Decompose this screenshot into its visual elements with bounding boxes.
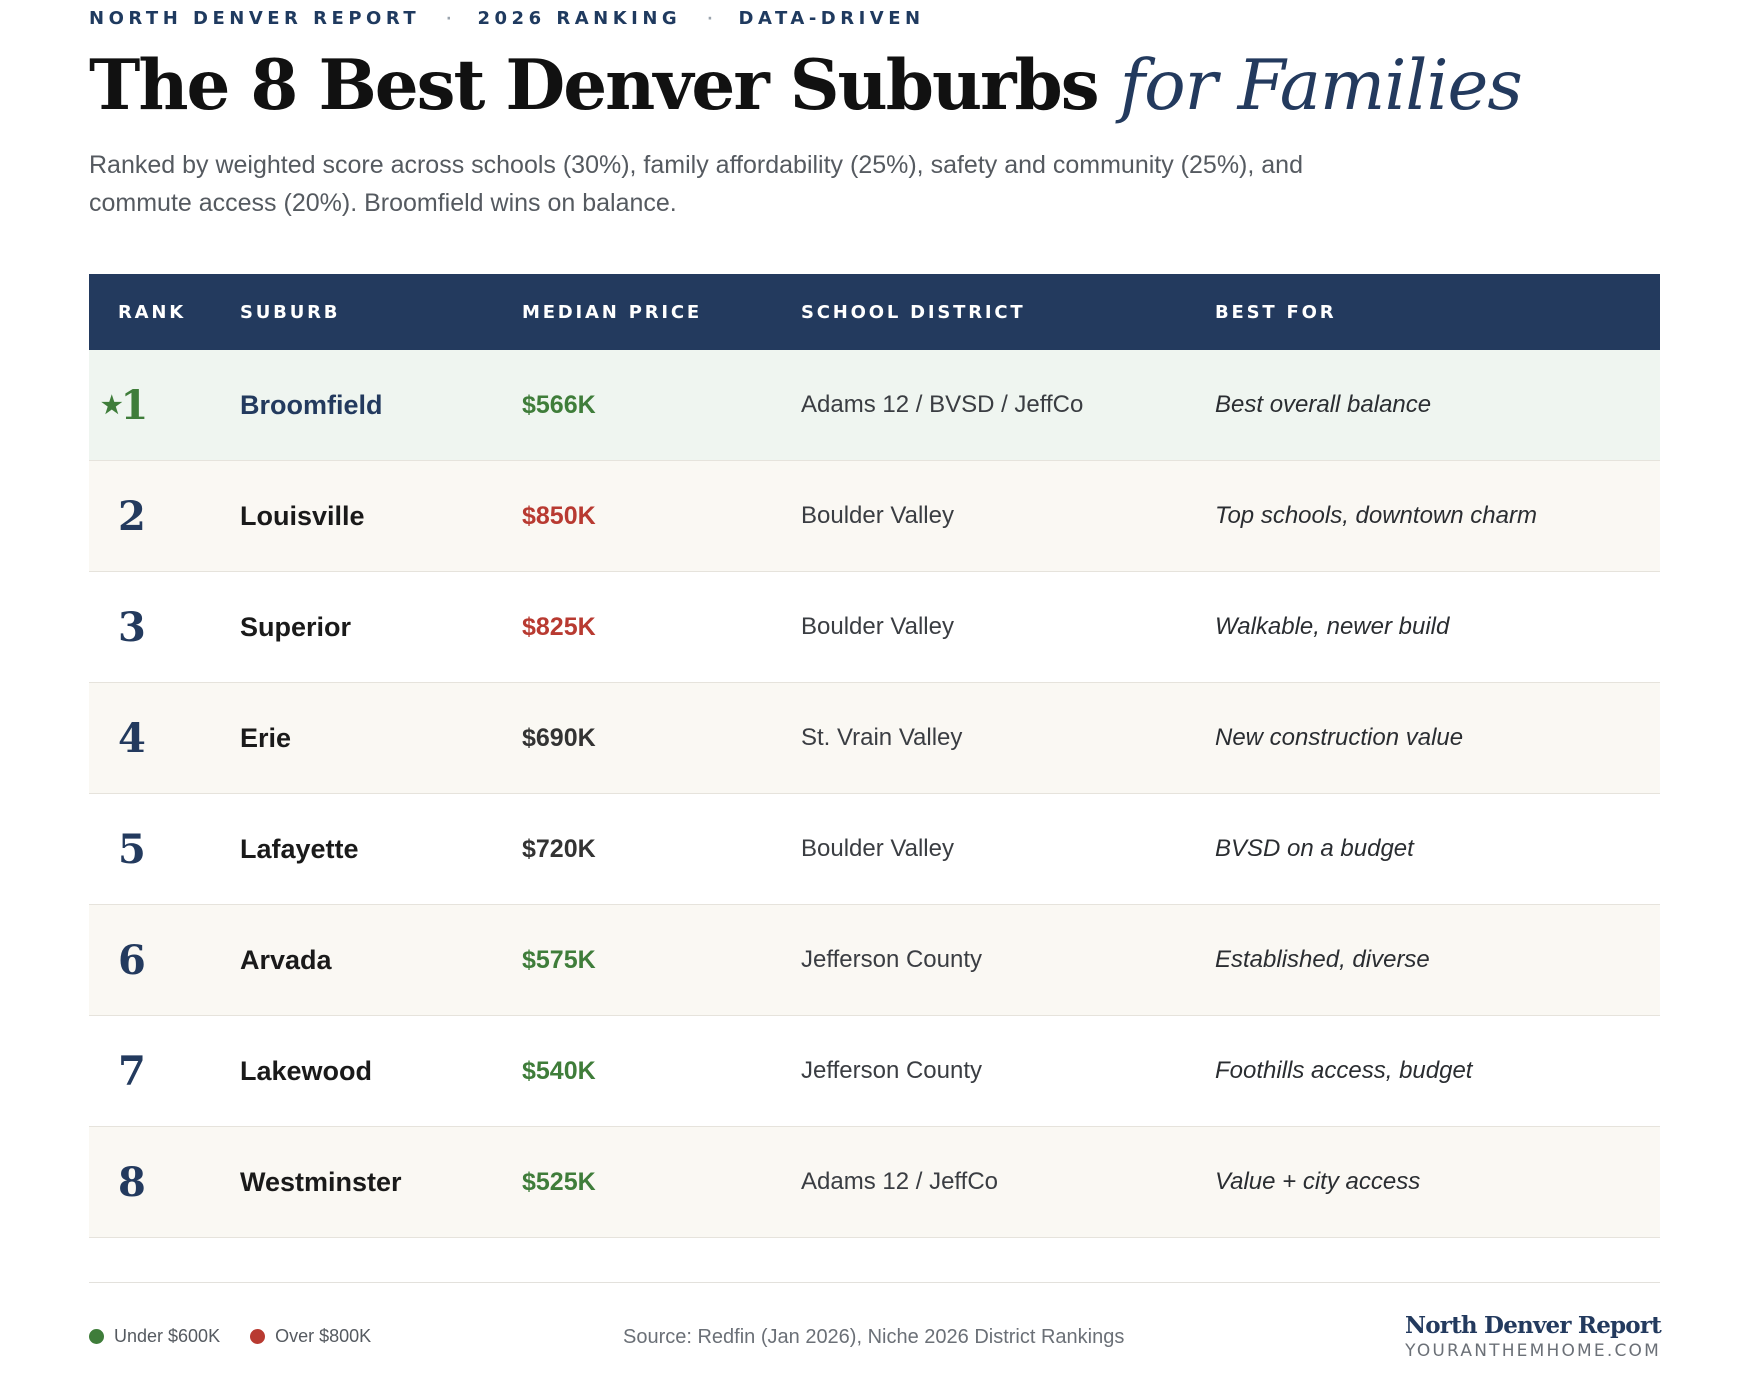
suburb-name: Lafayette bbox=[240, 833, 359, 864]
school-district: Adams 12 / BVSD / JeffCo bbox=[801, 391, 1084, 418]
rank-number: 8 bbox=[118, 1158, 146, 1206]
best-for: Top schools, downtown charm bbox=[1215, 502, 1537, 529]
rank-number: ★1 bbox=[101, 381, 149, 429]
rank-number: 4 bbox=[118, 714, 146, 762]
header-suburb: SUBURB bbox=[240, 301, 341, 323]
school-district: St. Vrain Valley bbox=[801, 724, 963, 751]
red-dot-icon bbox=[250, 1329, 266, 1344]
subtitle: Ranked by weighted score across schools … bbox=[89, 151, 1303, 217]
school-district: Boulder Valley bbox=[801, 613, 954, 640]
best-for: Best overall balance bbox=[1215, 391, 1432, 418]
rank-number: 6 bbox=[118, 936, 146, 984]
legend-over-label: Over $800K bbox=[275, 1326, 372, 1346]
suburb-name: Broomfield bbox=[240, 389, 383, 420]
suburb-name: Westminster bbox=[240, 1166, 402, 1197]
footer-divider bbox=[89, 1282, 1660, 1283]
school-district: Jefferson County bbox=[801, 946, 982, 973]
suburb-name: Lakewood bbox=[240, 1055, 373, 1086]
star-icon: ★ bbox=[101, 389, 123, 419]
table-row: 8 Westminster $525K Adams 12 / JeffCo Va… bbox=[89, 1127, 1660, 1238]
title-main: The 8 Best Denver Suburbs bbox=[89, 45, 1100, 126]
table-row: 7 Lakewood $540K Jefferson County Foothi… bbox=[89, 1016, 1660, 1127]
suburb-name: Erie bbox=[240, 722, 292, 753]
median-price: $566K bbox=[522, 390, 596, 419]
page-title: The 8 Best Denver Suburbs for Families bbox=[89, 45, 1523, 126]
header-best-for: BEST FOR bbox=[1215, 301, 1337, 323]
suburb-name: Arvada bbox=[240, 944, 332, 975]
brand-url[interactable]: YOURANTHEMHOME.COM bbox=[1405, 1341, 1661, 1361]
kicker-publication: NORTH DENVER REPORT bbox=[89, 8, 421, 29]
kicker-separator: · bbox=[446, 10, 452, 27]
best-for: BVSD on a budget bbox=[1215, 835, 1414, 862]
brand-block: North Denver Report YOURANTHEMHOME.COM bbox=[1405, 1312, 1662, 1361]
ranking-table: RANK SUBURB MEDIAN PRICE SCHOOL DISTRICT… bbox=[89, 274, 1660, 1238]
table-row: 3 Superior $825K Boulder Valley Walkable… bbox=[89, 572, 1660, 683]
best-for: New construction value bbox=[1215, 724, 1464, 751]
price-legend: Under $600K Over $800K bbox=[89, 1326, 401, 1347]
legend-under-label: Under $600K bbox=[114, 1326, 221, 1346]
title-accent: for Families bbox=[1119, 46, 1523, 126]
median-price: $525K bbox=[522, 1167, 596, 1196]
table-row: ★1 Broomfield $566K Adams 12 / BVSD / Je… bbox=[89, 350, 1660, 461]
legend-over: Over $800K bbox=[250, 1326, 371, 1347]
header-school-district: SCHOOL DISTRICT bbox=[801, 301, 1026, 323]
table-row: 4 Erie $690K St. Vrain Valley New constr… bbox=[89, 683, 1660, 794]
school-district: Jefferson County bbox=[801, 1057, 982, 1084]
kicker-separator: · bbox=[707, 10, 713, 27]
median-price: $850K bbox=[522, 501, 596, 530]
kicker-ranking: 2026 RANKING bbox=[477, 8, 682, 29]
rank-number: 7 bbox=[118, 1047, 146, 1095]
school-district: Boulder Valley bbox=[801, 502, 954, 529]
suburb-name: Louisville bbox=[240, 500, 365, 531]
median-price: $540K bbox=[522, 1056, 596, 1085]
header-rank: RANK bbox=[118, 301, 187, 323]
suburb-name: Superior bbox=[240, 611, 352, 642]
median-price: $690K bbox=[522, 723, 596, 752]
rank-number: 2 bbox=[118, 492, 146, 540]
source-note: Source: Redfin (Jan 2026), Niche 2026 Di… bbox=[623, 1326, 1125, 1348]
kicker: NORTH DENVER REPORT · 2026 RANKING · DAT… bbox=[89, 8, 925, 29]
brand-logo: North Denver Report bbox=[1405, 1312, 1662, 1339]
best-for: Foothills access, budget bbox=[1215, 1057, 1473, 1084]
median-price: $575K bbox=[522, 945, 596, 974]
header-median-price: MEDIAN PRICE bbox=[522, 301, 702, 323]
green-dot-icon bbox=[89, 1329, 104, 1344]
table-row: 2 Louisville $850K Boulder Valley Top sc… bbox=[89, 461, 1660, 572]
table-row: 6 Arvada $575K Jefferson County Establis… bbox=[89, 905, 1660, 1016]
median-price: $720K bbox=[522, 834, 596, 863]
school-district: Adams 12 / JeffCo bbox=[801, 1168, 998, 1195]
legend-under: Under $600K bbox=[89, 1326, 220, 1347]
rank-number: 3 bbox=[118, 603, 146, 651]
best-for: Established, diverse bbox=[1215, 946, 1430, 973]
median-price: $825K bbox=[522, 612, 596, 641]
rank-number: 5 bbox=[118, 825, 146, 873]
best-for: Value + city access bbox=[1215, 1168, 1421, 1195]
table-header: RANK SUBURB MEDIAN PRICE SCHOOL DISTRICT… bbox=[89, 274, 1660, 350]
school-district: Boulder Valley bbox=[801, 835, 954, 862]
best-for: Walkable, newer build bbox=[1215, 613, 1450, 640]
table-row: 5 Lafayette $720K Boulder Valley BVSD on… bbox=[89, 794, 1660, 905]
kicker-data-driven: DATA-DRIVEN bbox=[738, 8, 925, 29]
